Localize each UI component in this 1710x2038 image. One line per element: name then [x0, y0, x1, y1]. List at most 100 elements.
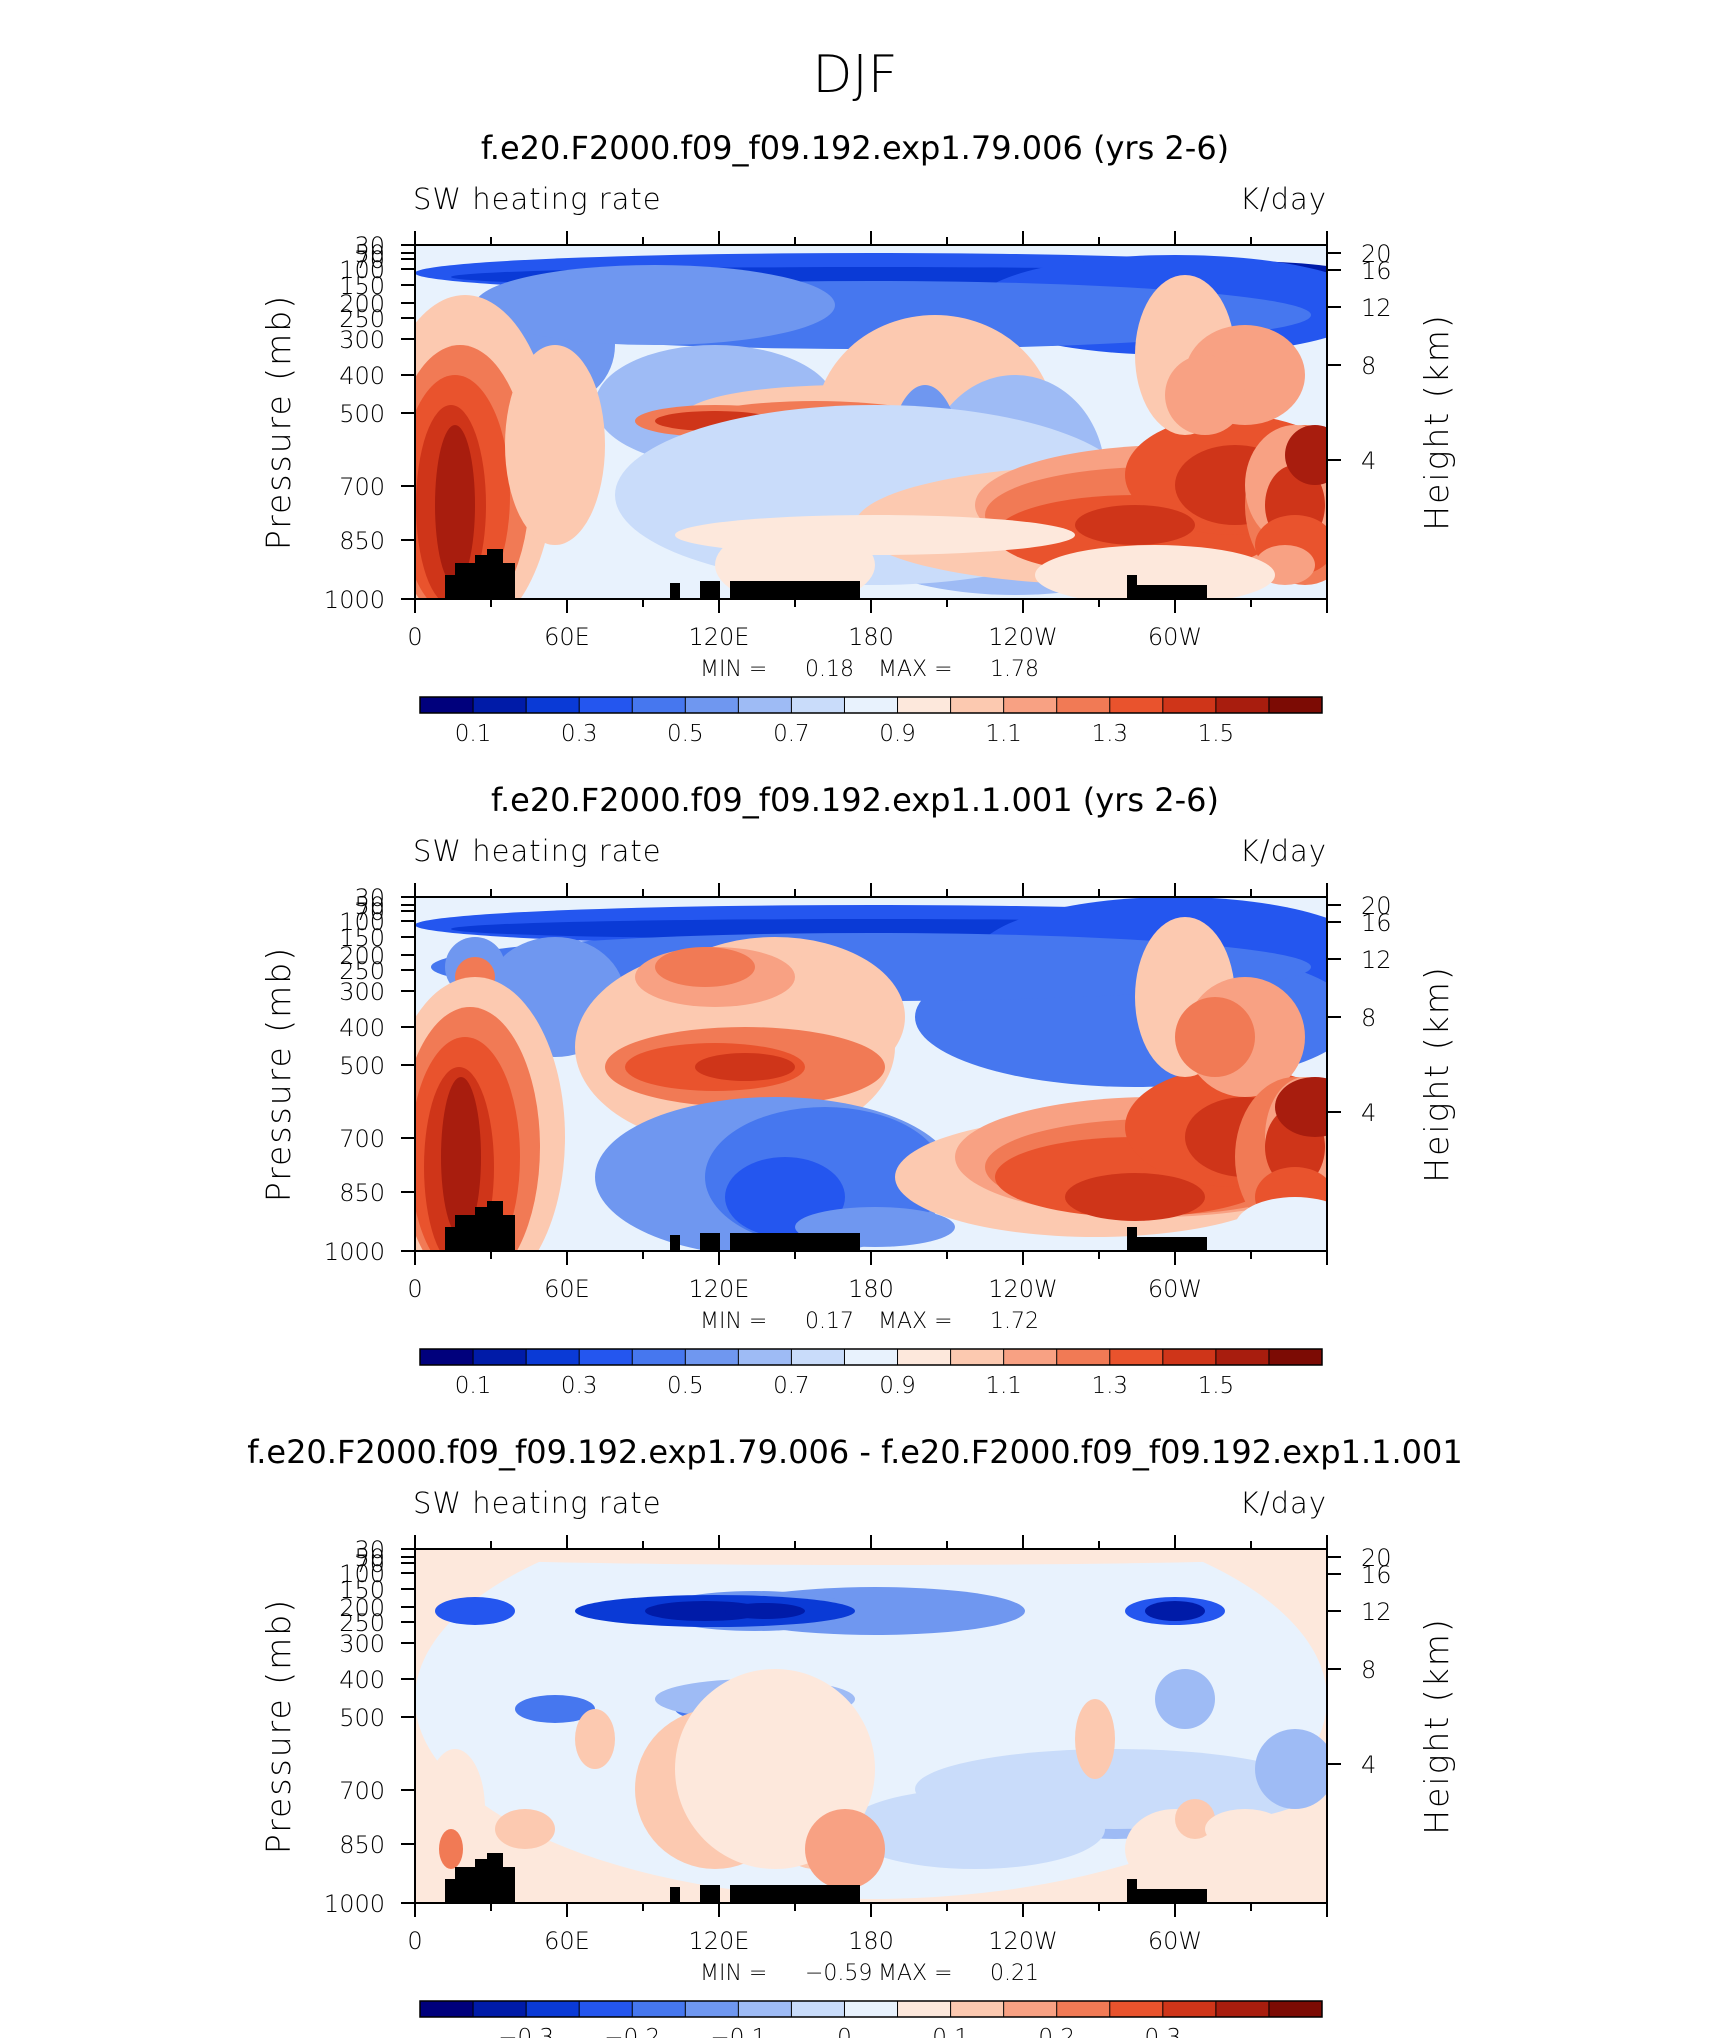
y2-axis-label: Height (km)	[1417, 313, 1456, 530]
y-tick-label: 400	[339, 362, 385, 390]
colorbar-tick-label: 0.3	[561, 721, 598, 747]
x-tick-label: 180	[848, 1275, 894, 1303]
y-tick-label: 100	[339, 1560, 385, 1588]
topography-mask	[1127, 1227, 1137, 1251]
y-tick-label: 500	[339, 1052, 385, 1080]
colorbar-tick-label: 0.1	[455, 1373, 492, 1399]
y2-tick-label: 4	[1361, 1751, 1376, 1779]
colorbar-tick-label: 0.3	[561, 1373, 598, 1399]
topography-mask	[670, 1887, 680, 1903]
x-tick-label: 120E	[689, 623, 750, 651]
colorbar-swatch	[1215, 2001, 1270, 2017]
colorbar-swatch	[420, 697, 474, 713]
x-tick-label: 180	[848, 1927, 894, 1955]
contour-region	[695, 1053, 795, 1081]
colorbar-swatch	[1109, 1349, 1164, 1365]
stats-min-label: MIN =	[700, 1309, 767, 1334]
colorbar-tick-label: 1.3	[1091, 1373, 1128, 1399]
y-tick-label: 70	[354, 246, 385, 274]
panel-3-title: f.e20.F2000.f09_f09.192.exp1.79.006 - f.…	[247, 1433, 1462, 1471]
y-tick-label: 100	[339, 908, 385, 936]
y-tick-label: 700	[339, 1125, 385, 1153]
colorbar-swatch	[579, 1349, 633, 1365]
y2-tick-label: 4	[1361, 447, 1376, 475]
colorbar-swatch	[897, 1349, 952, 1365]
colorbar-swatch	[738, 697, 792, 713]
y2-axis-label: Height (km)	[1417, 1617, 1456, 1834]
y-tick-label: 400	[339, 1014, 385, 1042]
colorbar-swatch	[950, 1349, 1005, 1365]
x-tick-label: 60E	[544, 1927, 590, 1955]
y-tick-label: 250	[339, 305, 385, 333]
topography-mask	[455, 1867, 475, 1903]
topography-mask	[1127, 575, 1137, 599]
colorbar-swatch	[950, 2001, 1005, 2017]
colorbar-swatch	[738, 1349, 792, 1365]
y-axis-label: Pressure (mb)	[259, 294, 298, 550]
y2-axis-label: Height (km)	[1417, 965, 1456, 1182]
colorbar-swatch	[420, 2001, 474, 2017]
colorbar-tick-label: 0	[837, 2025, 852, 2038]
y-tick-label: 700	[339, 473, 385, 501]
colorbar-swatch	[791, 2001, 845, 2017]
y-tick-label: 50	[354, 1544, 385, 1572]
topography-mask	[455, 563, 475, 599]
topography-mask	[1137, 1889, 1207, 1903]
colorbar-swatch	[791, 697, 845, 713]
contour-region	[915, 1749, 1315, 1829]
colorbar-swatch	[420, 1349, 474, 1365]
y-tick-label: 850	[339, 527, 385, 555]
colorbar-tick-label: 1.1	[985, 1373, 1022, 1399]
colorbar-swatch	[738, 2001, 792, 2017]
y2-tick-label: 20	[1361, 892, 1392, 920]
x-tick-label: 0	[407, 1275, 422, 1303]
contour-region	[1255, 1729, 1327, 1809]
topography-mask	[1137, 585, 1207, 599]
stats-max-value: 1.72	[990, 1309, 1039, 1334]
topography-mask	[730, 581, 860, 599]
contour-region	[575, 1709, 615, 1769]
contour-region	[1075, 505, 1195, 545]
x-tick-label: 120E	[689, 1927, 750, 1955]
panel-3: f.e20.F2000.f09_f09.192.exp1.79.006 - f.…	[247, 1433, 1462, 2038]
contour-region	[1145, 1601, 1205, 1621]
y-tick-label: 70	[354, 1550, 385, 1578]
colorbar-swatch	[632, 2001, 686, 2017]
y2-tick-label: 8	[1361, 352, 1376, 380]
y-tick-label: 150	[339, 272, 385, 300]
colorbar-tick-label: 0.5	[667, 1373, 704, 1399]
topography-mask	[730, 1885, 860, 1903]
colorbar-swatch	[897, 697, 952, 713]
contour-region	[1075, 1699, 1115, 1779]
colorbar-swatch	[1056, 697, 1111, 713]
contour-region	[435, 1597, 515, 1625]
contour-region	[1065, 1173, 1205, 1221]
y-tick-label: 30	[354, 232, 385, 260]
colorbar-swatch	[1268, 697, 1323, 713]
y-tick-label: 150	[339, 924, 385, 952]
y-tick-label: 70	[354, 898, 385, 926]
x-tick-label: 60E	[544, 1275, 590, 1303]
colorbar-tick-label: 1.5	[1198, 721, 1235, 747]
contour-region	[1235, 1197, 1327, 1251]
y-tick-label: 1000	[324, 1890, 385, 1918]
stats-min-value: 0.17	[805, 1309, 854, 1334]
contour-region	[415, 245, 1327, 259]
x-tick-label: 60W	[1148, 623, 1202, 651]
x-tick-label: 0	[407, 1927, 422, 1955]
colorbar-swatch	[526, 2001, 580, 2017]
colorbar-swatch	[685, 1349, 739, 1365]
contour-region	[1275, 1077, 1327, 1137]
panel-3-left-label: SW heating rate	[413, 1486, 662, 1520]
y2-tick-label: 20	[1361, 1544, 1392, 1572]
colorbar-swatch	[1162, 1349, 1217, 1365]
panel-1-left-label: SW heating rate	[413, 182, 662, 216]
y-tick-label: 250	[339, 957, 385, 985]
contour-region	[415, 1549, 1327, 1565]
colorbar-frame	[419, 1348, 1323, 1366]
contour-region	[715, 525, 875, 599]
topography-mask	[700, 1233, 720, 1251]
colorbar-frame	[419, 696, 1323, 714]
colorbar-swatch	[1003, 2001, 1058, 2017]
contour-region	[425, 1749, 485, 1869]
